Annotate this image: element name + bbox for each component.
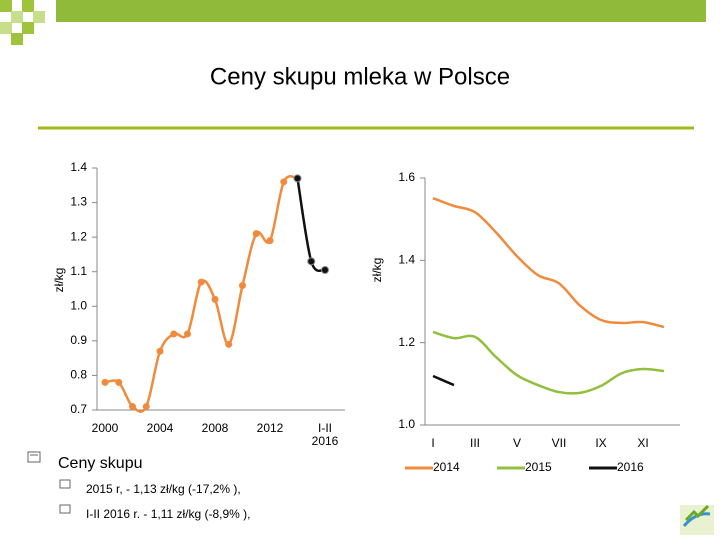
- y-tick-label: 1.0: [70, 298, 87, 312]
- bullet-item: 2015 r, - 1,13 zł/kg (-17,2% ),: [86, 482, 241, 496]
- logo: [680, 504, 714, 535]
- legend-label: 2015: [525, 460, 552, 474]
- marker: [266, 237, 274, 245]
- line: [432, 197, 665, 329]
- x-tick-label: I-II 2016: [311, 421, 339, 448]
- line: [432, 374, 455, 387]
- y-tick-label: 1.2: [398, 335, 415, 349]
- marker: [129, 403, 136, 411]
- x-tick-label: XI: [637, 436, 649, 450]
- y-tick-label: 0.9: [70, 333, 87, 347]
- marker: [307, 257, 316, 266]
- marker: [225, 340, 233, 348]
- marker: [115, 378, 123, 386]
- bullet-main: Ceny skupu: [58, 455, 143, 472]
- x-tick-label: I: [431, 436, 435, 450]
- x-tick-label: III: [469, 436, 480, 450]
- y-tick-label: 1.3: [70, 195, 87, 209]
- bullet-item: I-II 2016 r. - 1,11 zł/kg (-8,9% ),: [86, 507, 251, 521]
- y-axis-label: zł/kg: [52, 268, 66, 293]
- marker: [142, 403, 150, 411]
- y-tick-label: 1.0: [398, 417, 415, 431]
- marker: [252, 230, 260, 238]
- y-tick-label: 0.7: [70, 402, 87, 416]
- line: [432, 330, 665, 395]
- x-tick-label: VII: [551, 436, 567, 450]
- marker: [170, 330, 178, 338]
- x-tick-label: 2008: [201, 421, 229, 435]
- y-tick-label: 1.4: [70, 160, 87, 174]
- y-axis-label: zł/kg: [370, 258, 384, 283]
- x-tick-label: V: [512, 436, 521, 450]
- marker: [156, 347, 164, 355]
- y-tick-label: 1.1: [70, 264, 87, 278]
- slide-title: Ceny skupu mleka w Polsce: [210, 63, 510, 90]
- x-tick-label: 2012: [256, 421, 284, 435]
- y-tick-label: 1.6: [398, 170, 415, 184]
- marker: [280, 178, 288, 186]
- marker: [184, 330, 191, 338]
- legend-label: 2016: [617, 460, 644, 474]
- marker: [321, 265, 329, 274]
- bullet-icons: [27, 451, 71, 514]
- marker: [211, 295, 219, 303]
- line: [296, 178, 326, 273]
- y-tick-label: 1.2: [70, 229, 87, 243]
- x-tick-label: IX: [595, 436, 607, 450]
- x-tick-label: 2004: [146, 421, 174, 435]
- legend-label: 2014: [433, 460, 460, 474]
- line: [104, 175, 298, 413]
- x-tick-label: 2000: [91, 421, 119, 435]
- y-tick-label: 0.8: [70, 368, 87, 382]
- corner-decoration: [0, 0, 706, 45]
- marker: [293, 174, 302, 183]
- marker: [197, 278, 205, 286]
- marker: [239, 282, 246, 290]
- marker: [101, 378, 109, 386]
- y-tick-label: 1.4: [398, 253, 415, 267]
